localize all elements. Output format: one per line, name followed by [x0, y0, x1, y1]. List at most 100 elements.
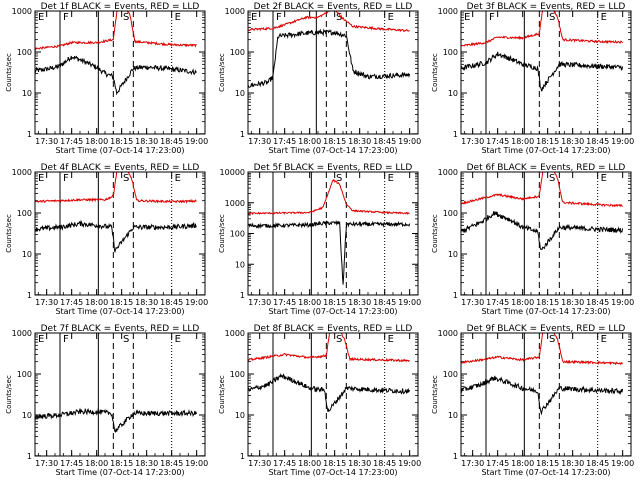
panel-4-frame: [34, 171, 206, 296]
panel-3-frame: [460, 10, 632, 135]
panel-4-xtick-label: 17:45: [60, 298, 83, 307]
panel-4-marker-label: E: [175, 173, 181, 184]
panel-4-title: Det 4f BLACK = Events, RED = LLD: [41, 163, 200, 173]
panel-6-ytick-label: 100: [443, 209, 458, 218]
panel-2-marker-label: S: [336, 12, 342, 23]
panel-6-xtick-label: 18:00: [511, 298, 534, 307]
panel-4: Det 4f BLACK = Events, RED = LLD Counts/s…: [5, 163, 208, 316]
panel-2-title: Det 2f BLACK = Events, RED = LLD: [254, 2, 413, 12]
panel-2-marker-label: F: [276, 12, 282, 23]
panel-2-marker-label: E: [251, 12, 257, 23]
panel-9-marker-label: S: [549, 334, 555, 345]
panel-1-ytick-label: 10: [22, 89, 32, 98]
panel-5-ytick-label: 1000: [225, 199, 245, 208]
panel-6-frame: [460, 171, 632, 296]
panel-2-series-lld: [248, 11, 410, 33]
panel-7-marker-label: S: [123, 334, 129, 345]
panel-2-xtick-label: 18:30: [348, 137, 371, 146]
panel-3-xtick-label: 17:45: [486, 137, 509, 146]
panel-6: Det 6f BLACK = Events, RED = LLD Counts/s…: [431, 163, 634, 316]
panel-8-xtick-label: 19:00: [398, 459, 421, 468]
panel-4-ytick-label: 1: [27, 291, 32, 300]
panel-6-marker-label: S: [549, 173, 555, 184]
panel-8-xlabel: Start Time (07-Oct-14 17:23:00): [268, 468, 397, 477]
panel-2-xtick-label: 18:45: [373, 137, 396, 146]
panel-7-ytick-label: 10: [22, 411, 32, 420]
panel-6-xtick-label: 18:45: [586, 298, 609, 307]
panel-1-xtick-label: 18:15: [110, 137, 133, 146]
panel-4-xtick-label: 18:30: [135, 298, 158, 307]
panel-5-ytick-label: 100: [230, 230, 245, 239]
panel-7-title: Det 7f BLACK = Events, RED = LLD: [41, 324, 200, 334]
panel-9-frame: [460, 332, 632, 457]
panel-4-series-lld: [35, 172, 197, 204]
panel-9-ytick-label: 1000: [438, 329, 458, 338]
panel-8-xtick-label: 18:15: [323, 459, 346, 468]
panel-5-xtick-label: 18:30: [348, 298, 371, 307]
panel-9-title: Det 9f BLACK = Events, RED = LLD: [467, 324, 626, 334]
panel-2-xtick-label: 18:00: [298, 137, 321, 146]
panel-6-ytick-label: 1000: [438, 168, 458, 177]
panel-2: Det 2f BLACK = Events, RED = LLD Counts/s…: [218, 2, 421, 155]
panel-8-xtick-label: 17:45: [273, 459, 296, 468]
panel-1-series-events: [35, 55, 197, 96]
panel-1-xtick-label: 18:45: [160, 137, 183, 146]
panel-4-series-events: [35, 219, 197, 253]
panel-8-ytick-label: 100: [230, 370, 245, 379]
panel-8-series-lld: [248, 333, 410, 363]
panel-1-xtick-label: 17:45: [60, 137, 83, 146]
panel-5: Det 5f BLACK = Events, RED = LLD Counts/s…: [218, 163, 421, 316]
panel-3-marker-label: S: [549, 12, 555, 23]
panel-1-ytick-label: 1000: [12, 7, 32, 16]
panel-3-xtick-label: 17:30: [461, 137, 484, 146]
panel-3-xtick-label: 18:30: [561, 137, 584, 146]
panel-8-ylabel: Counts/sec: [218, 375, 226, 414]
panel-6-marker-label: E: [601, 173, 607, 184]
panel-7-xtick-label: 19:00: [185, 459, 208, 468]
panel-5-marker-label: E: [388, 173, 394, 184]
panel-8-title: Det 8f BLACK = Events, RED = LLD: [254, 324, 413, 334]
panel-4-xtick-label: 18:15: [110, 298, 133, 307]
panel-1-marker-label: F: [63, 12, 69, 23]
panel-3-xtick-label: 18:15: [536, 137, 559, 146]
panel-5-ytick-label: 10000: [220, 168, 245, 177]
panel-1-ytick-label: 1: [27, 130, 32, 139]
panel-4-marker-label: E: [38, 173, 44, 184]
panel-3-xtick-label: 18:00: [511, 137, 534, 146]
panel-1-ylabel: Counts/sec: [5, 53, 13, 92]
panel-7-frame: [34, 332, 206, 457]
panel-7-xtick-label: 18:15: [110, 459, 133, 468]
panel-7-marker-label: E: [38, 334, 44, 345]
panel-4-ytick-label: 10: [22, 250, 32, 259]
panel-2-marker-label: E: [388, 12, 394, 23]
panel-9-xtick-label: 19:00: [611, 459, 634, 468]
panel-8-xtick-label: 18:30: [348, 459, 371, 468]
panel-2-ytick-label: 1: [240, 130, 245, 139]
panel-2-xtick-label: 19:00: [398, 137, 421, 146]
panel-7-ytick-label: 1000: [12, 329, 32, 338]
panel-9-marker-label: E: [601, 334, 607, 345]
panel-8-frame: [247, 332, 419, 457]
panel-1: Det 1f BLACK = Events, RED = LLD Counts/s…: [5, 2, 208, 155]
panel-9-ytick-label: 1: [453, 452, 458, 461]
panel-4-ytick-label: 1000: [12, 168, 32, 177]
panel-1-frame: [34, 10, 206, 135]
panel-8-ytick-label: 10: [235, 411, 245, 420]
panel-2-ytick-label: 10: [235, 89, 245, 98]
panel-2-xlabel: Start Time (07-Oct-14 17:23:00): [268, 146, 397, 155]
panel-5-frame: [247, 171, 419, 296]
panel-8-marker-label: E: [388, 334, 394, 345]
panel-4-xlabel: Start Time (07-Oct-14 17:23:00): [55, 307, 184, 316]
panel-8-ytick-label: 1000: [225, 329, 245, 338]
panel-9-xlabel: Start Time (07-Oct-14 17:23:00): [481, 468, 610, 477]
panel-3: Det 3f BLACK = Events, RED = LLD Counts/s…: [431, 2, 634, 155]
panel-1-xtick-label: 18:00: [85, 137, 108, 146]
panel-3-marker-label: E: [601, 12, 607, 23]
panel-5-title: Det 5f BLACK = Events, RED = LLD: [254, 163, 413, 173]
panel-1-marker-label: S: [123, 12, 129, 23]
panel-3-series-events: [461, 51, 624, 92]
panel-2-xtick-label: 17:30: [248, 137, 271, 146]
panel-3-ytick-label: 1000: [438, 7, 458, 16]
panel-9-series-events: [461, 375, 624, 416]
panel-3-ytick-label: 1: [453, 130, 458, 139]
